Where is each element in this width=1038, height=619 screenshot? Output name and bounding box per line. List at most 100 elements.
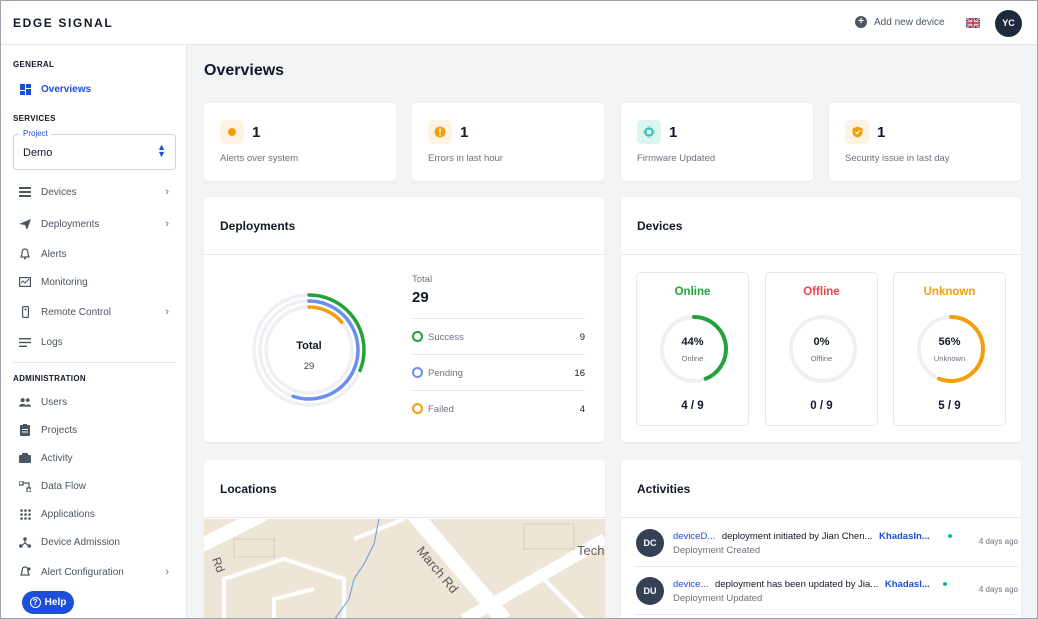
device-status-online[interactable]: Online 44% Online 4 / 9	[636, 272, 749, 426]
legend-row-success: Success 9	[412, 318, 585, 354]
legend-row-pending: Pending 16	[412, 354, 585, 390]
uk-flag-icon[interactable]	[966, 18, 980, 28]
app-logo[interactable]: EDGE SIGNAL	[13, 16, 114, 30]
flow-icon	[19, 480, 31, 492]
sidebar-item-overviews[interactable]: Overviews	[13, 78, 175, 100]
chevron-right-icon: ›	[165, 306, 169, 318]
stat-value: 1	[252, 124, 261, 141]
sidebar-item-label: Activity	[41, 452, 73, 464]
stat-card-firmware[interactable]: 1 Firmware Updated	[621, 103, 813, 181]
sidebar-item-label: Devices	[41, 186, 77, 198]
dot-icon	[220, 120, 244, 144]
card-divider	[621, 254, 1021, 255]
target-link[interactable]: KhadasIn...	[879, 531, 930, 542]
device-status-offline[interactable]: Offline 0% Offline 0 / 9	[765, 272, 878, 426]
stat-value: 1	[877, 124, 886, 141]
sidebar-item-label: Applications	[41, 508, 95, 520]
donut-arc-pending	[258, 299, 360, 401]
gauge-arc	[660, 315, 728, 383]
target-link[interactable]: KhadasI...	[884, 579, 930, 590]
donut-center-label: Total	[296, 340, 322, 352]
sidebar-item-users[interactable]: Users	[13, 391, 175, 413]
sidebar-item-devices[interactable]: Devices ›	[13, 181, 175, 203]
stat-label: Security issue in last day	[845, 153, 950, 164]
unknown-gauge	[917, 315, 985, 383]
legend-value: 16	[574, 368, 585, 379]
sidebar-item-label: Remote Control	[41, 306, 112, 318]
activity-text: deployment initiated by Jian Chen...	[721, 531, 873, 542]
stat-card-security[interactable]: 1 Security issue in last day	[829, 103, 1021, 181]
stat-value: 1	[460, 124, 469, 141]
stat-label: Firmware Updated	[637, 153, 716, 164]
sidebar-item-deployments[interactable]: Deployments ›	[13, 213, 175, 235]
sidebar-item-data-flow[interactable]: Data Flow	[13, 475, 175, 497]
sidebar-item-logs[interactable]: Logs	[13, 331, 175, 353]
activity-item[interactable]: DC deviceD... deployment initiated by Ji…	[635, 519, 1018, 567]
grid-icon	[19, 508, 31, 520]
activity-time: 4 days ago	[978, 537, 1018, 546]
donut-center-value: 29	[303, 361, 315, 372]
stat-card-errors[interactable]: 1 Errors in last hour	[412, 103, 604, 181]
shield-icon	[845, 120, 869, 144]
plus-circle-icon: +	[855, 16, 867, 28]
map[interactable]: Rd March Rd Tech	[204, 519, 605, 618]
status-name: Online	[674, 286, 711, 298]
project-value: Demo	[23, 147, 53, 159]
sidebar-item-label: Alert Configuration	[41, 566, 124, 578]
sidebar-item-activity[interactable]: Activity	[13, 447, 175, 469]
status-dot	[943, 582, 947, 586]
status-percent: 44%	[681, 336, 704, 348]
activity-time: 4 days ago	[978, 585, 1018, 594]
sidebar-item-alert-configuration[interactable]: Alert Configuration ›	[13, 561, 175, 583]
add-device-button[interactable]: + Add new device	[855, 16, 945, 28]
sidebar-item-monitoring[interactable]: Monitoring	[13, 271, 175, 293]
sidebar-item-label: Alerts	[41, 248, 67, 260]
bell-icon	[19, 248, 31, 260]
project-label: Project	[20, 129, 51, 138]
project-select[interactable]: Project Demo ▲ ▼	[13, 129, 176, 170]
sidebar-item-alerts[interactable]: Alerts	[13, 243, 175, 265]
help-button[interactable]: ? Help	[22, 591, 74, 614]
locations-title: Locations	[220, 482, 277, 496]
sidebar-item-projects[interactable]: Projects	[13, 419, 175, 441]
avatar: DC	[636, 529, 664, 557]
lines-icon	[19, 336, 31, 348]
add-device-label: Add new device	[874, 16, 945, 28]
user-avatar[interactable]: YC	[995, 10, 1022, 37]
users-icon	[19, 396, 31, 408]
status-sub: Offline	[810, 354, 833, 363]
legend-dot	[412, 367, 423, 378]
sidebar-item-device-admission[interactable]: Device Admission	[13, 531, 175, 553]
clipboard-icon	[19, 424, 31, 436]
status-name: Offline	[803, 286, 840, 298]
sidebar-item-applications[interactable]: Applications	[13, 503, 175, 525]
stat-card-alerts[interactable]: 1 Alerts over system	[204, 103, 396, 181]
question-icon: ?	[29, 597, 41, 608]
sidebar-item-label: Users	[41, 396, 68, 408]
devices-card: Devices Online 44% Online 4 / 9 Offline …	[621, 197, 1021, 442]
status-ratio: 0 / 9	[810, 400, 833, 412]
legend-dot	[412, 403, 423, 414]
stat-label: Errors in last hour	[428, 153, 503, 164]
locations-card: Locations Rd March Rd Tech	[204, 460, 605, 618]
deployments-donut-chart	[252, 293, 366, 407]
send-icon	[19, 218, 31, 230]
legend-row-failed: Failed 4	[412, 390, 585, 426]
warning-circle-icon	[428, 120, 452, 144]
sidebar-item-label: Overviews	[41, 83, 92, 95]
device-link[interactable]: deviceD...	[673, 531, 716, 542]
sidebar-item-remote-control[interactable]: Remote Control ›	[13, 301, 175, 323]
activity-item[interactable]: DU device... deployment has been updated…	[635, 567, 1018, 615]
sidebar-item-label: Projects	[41, 424, 78, 436]
hub-icon	[19, 536, 31, 548]
activity-line: deviceD... deployment initiated by Jian …	[673, 531, 930, 542]
status-percent: 0%	[813, 336, 830, 348]
list-icon	[19, 186, 31, 198]
device-link[interactable]: device...	[673, 579, 709, 590]
sidebar-item-label: Device Admission	[41, 536, 120, 548]
legend-value: 9	[579, 332, 585, 343]
device-status-unknown[interactable]: Unknown 56% Unknown 5 / 9	[893, 272, 1006, 426]
status-percent: 56%	[938, 336, 961, 348]
legend-value: 4	[579, 404, 585, 415]
